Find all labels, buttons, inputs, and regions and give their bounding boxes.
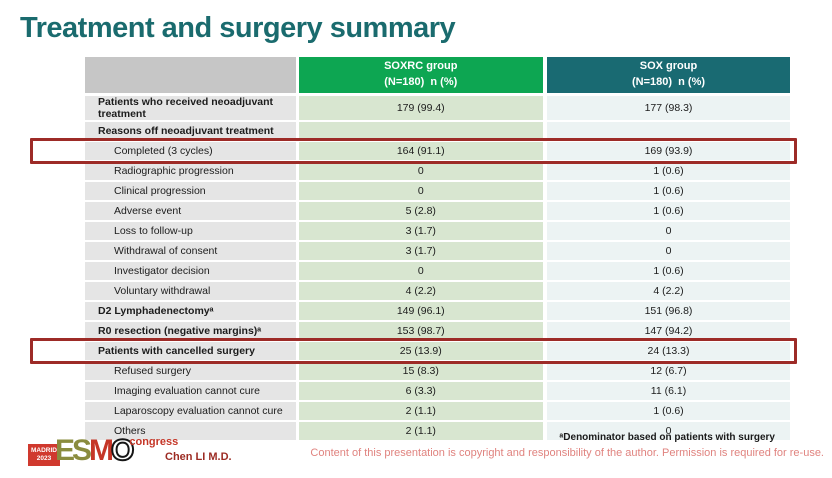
- esmo-letter-m: M: [89, 434, 114, 467]
- soxrc-value: [297, 120, 547, 142]
- soxrc-value: 4 (2.2): [297, 280, 547, 302]
- esmo-wordmark: ESMO: [55, 434, 135, 467]
- soxrc-value: 149 (96.1): [297, 300, 547, 322]
- sox-value: 169 (93.9): [545, 140, 790, 162]
- table-row: Imaging evaluation cannot cure 6 (3.3) 11 …: [85, 380, 790, 402]
- sox-value: 1 (0.6): [545, 200, 790, 222]
- sox-value: 1 (0.6): [545, 180, 790, 202]
- table-row: Completed (3 cycles) 164 (91.1) 169 (93.9): [85, 140, 790, 162]
- soxrc-value: 0: [297, 160, 547, 182]
- row-label: Investigator decision: [85, 260, 299, 282]
- sox-value: [545, 120, 790, 142]
- soxrc-value: 0: [297, 260, 547, 282]
- sox-value: 24 (13.3): [545, 340, 790, 362]
- table-row: Withdrawal of consent 3 (1.7) 0: [85, 240, 790, 262]
- table-row: R0 resection (negative margins)ᵃ 153 (98.…: [85, 320, 790, 342]
- copyright-notice: Content of this presentation is copyrigh…: [310, 447, 824, 459]
- row-label: Others: [85, 420, 299, 442]
- sox-value: 147 (94.2): [545, 320, 790, 342]
- soxrc-value: 25 (13.9): [297, 340, 547, 362]
- sox-value: 11 (6.1): [545, 380, 790, 402]
- sox-value: 0: [545, 220, 790, 242]
- row-label: Patients who received neoadjuvant treatm…: [85, 94, 299, 122]
- table-row: Others 2 (1.1) 0: [85, 420, 790, 442]
- soxrc-value: 15 (8.3): [297, 360, 547, 382]
- table-row: D2 Lymphadenectomyᵃ 149 (96.1) 151 (96.8): [85, 300, 790, 322]
- sox-value: 0: [545, 240, 790, 262]
- author-name: Chen LI M.D.: [165, 451, 232, 463]
- row-label: Withdrawal of consent: [85, 240, 299, 262]
- esmo-letter-o: O: [110, 434, 135, 467]
- row-label: Radiographic progression: [85, 160, 299, 182]
- table-row: Voluntary withdrawal 4 (2.2) 4 (2.2): [85, 280, 790, 302]
- sox-value: 151 (96.8): [545, 300, 790, 322]
- soxrc-value: 2 (1.1): [297, 420, 547, 442]
- year-label: 2023: [36, 455, 52, 463]
- sox-value: 1 (0.6): [545, 260, 790, 282]
- sox-group-subtitle: (N=180) n (%): [631, 75, 706, 88]
- table-row: Patients who received neoadjuvant treatm…: [85, 94, 790, 122]
- row-label: D2 Lymphadenectomyᵃ: [85, 300, 299, 322]
- soxrc-value: 6 (3.3): [297, 380, 547, 402]
- table-row: Clinical progression 0 1 (0.6): [85, 180, 790, 202]
- row-label: Patients with cancelled surgery: [85, 340, 299, 362]
- soxrc-value: 3 (1.7): [297, 240, 547, 262]
- soxrc-group-title: SOXRC group: [384, 60, 458, 73]
- sox-value: 0: [545, 420, 790, 442]
- row-label: Voluntary withdrawal: [85, 280, 299, 302]
- congress-label: congress: [129, 436, 179, 448]
- soxrc-value: 179 (99.4): [297, 94, 547, 122]
- soxrc-value: 3 (1.7): [297, 220, 547, 242]
- soxrc-value: 164 (91.1): [297, 140, 547, 162]
- row-label: Adverse event: [85, 200, 299, 222]
- row-label: R0 resection (negative margins)ᵃ: [85, 320, 299, 342]
- row-label: Laparoscopy evaluation cannot cure: [85, 400, 299, 422]
- summary-table: SOXRC group (N=180) n (%) SOX group (N=1…: [85, 57, 790, 442]
- header-empty-cell: [85, 57, 299, 96]
- soxrc-value: 0: [297, 180, 547, 202]
- row-label: Loss to follow-up: [85, 220, 299, 242]
- page-title: Treatment and surgery summary: [20, 12, 456, 44]
- header-row: SOXRC group (N=180) n (%) SOX group (N=1…: [85, 57, 790, 96]
- denominator-footnote: ᵃDenominator based on patients with surg…: [559, 432, 775, 443]
- row-label: Clinical progression: [85, 180, 299, 202]
- soxrc-value: 2 (1.1): [297, 400, 547, 422]
- sox-value: 12 (6.7): [545, 360, 790, 382]
- table-row: Loss to follow-up 3 (1.7) 0: [85, 220, 790, 242]
- table-row: Refused surgery 15 (8.3) 12 (6.7): [85, 360, 790, 382]
- row-label: Completed (3 cycles): [85, 140, 299, 162]
- sox-value: 4 (2.2): [545, 280, 790, 302]
- soxrc-value: 5 (2.8): [297, 200, 547, 222]
- header-soxrc-group: SOXRC group (N=180) n (%): [297, 57, 547, 96]
- row-label: Reasons off neoadjuvant treatment: [85, 120, 299, 142]
- esmo-congress-logo: MADRID 2023 ESMO congress: [28, 434, 179, 467]
- sox-value: 177 (98.3): [545, 94, 790, 122]
- row-label: Refused surgery: [85, 360, 299, 382]
- sox-value: 1 (0.6): [545, 160, 790, 182]
- table-wrap: SOXRC group (N=180) n (%) SOX group (N=1…: [30, 57, 797, 442]
- sox-value: 1 (0.6): [545, 400, 790, 422]
- table-row: Patients with cancelled surgery 25 (13.9)…: [85, 340, 790, 362]
- table-row: Laparoscopy evaluation cannot cure 2 (1.1…: [85, 400, 790, 422]
- table-row: Reasons off neoadjuvant treatment: [85, 120, 790, 142]
- sox-group-title: SOX group: [639, 60, 698, 73]
- table-row: Radiographic progression 0 1 (0.6): [85, 160, 790, 182]
- header-sox-group: SOX group (N=180) n (%): [545, 57, 790, 96]
- esmo-letter-s: S: [72, 434, 92, 467]
- soxrc-value: 153 (98.7): [297, 320, 547, 342]
- madrid-label: MADRID: [31, 447, 57, 454]
- soxrc-group-subtitle: (N=180) n (%): [384, 75, 458, 88]
- table-row: Investigator decision 0 1 (0.6): [85, 260, 790, 282]
- table-row: Adverse event 5 (2.8) 1 (0.6): [85, 200, 790, 222]
- madrid-2023-badge: MADRID 2023: [28, 444, 60, 467]
- table-body: Patients who received neoadjuvant treatm…: [85, 94, 790, 442]
- row-label: Imaging evaluation cannot cure: [85, 380, 299, 402]
- esmo-letter-e: E: [55, 434, 75, 467]
